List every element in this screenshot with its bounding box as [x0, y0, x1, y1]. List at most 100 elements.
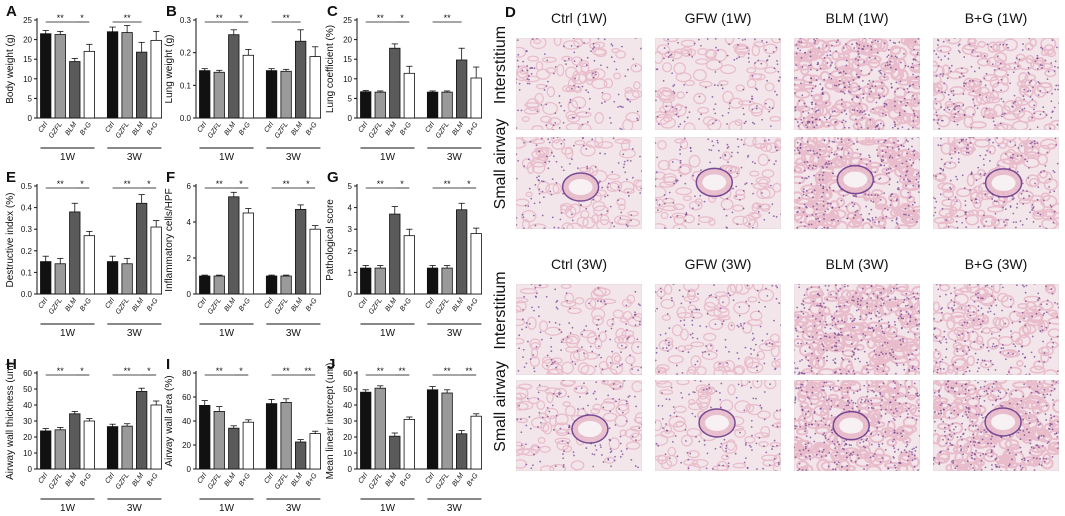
alveolar-wall: [963, 77, 975, 91]
alveolar-wall: [761, 169, 775, 179]
cell-nucleus: [874, 57, 877, 60]
cell-nucleus: [804, 445, 807, 448]
cell-nucleus: [822, 185, 825, 188]
alveolar-wall: [806, 163, 818, 171]
cell-nucleus: [522, 348, 525, 351]
cell-nucleus: [705, 345, 708, 347]
panel-letter: I: [166, 356, 170, 373]
cell-nucleus: [964, 211, 967, 214]
cell-nucleus: [675, 364, 678, 367]
cell-nucleus: [659, 287, 662, 290]
cell-nucleus: [984, 172, 987, 175]
bar: [213, 275, 225, 295]
y-tick-label: 20: [23, 36, 32, 45]
bar: [228, 34, 240, 119]
cell-nucleus: [714, 323, 717, 326]
cell-nucleus: [698, 440, 701, 443]
cell-nucleus: [949, 70, 952, 73]
alveolar-wall: [516, 386, 529, 400]
cell-nucleus: [676, 215, 679, 217]
group-label: 3W: [286, 328, 302, 339]
cell-nucleus: [742, 207, 745, 210]
alveolar-wall: [746, 403, 763, 416]
cell-nucleus: [688, 111, 691, 113]
cell-nucleus: [989, 310, 992, 313]
cell-nucleus: [874, 85, 877, 88]
cell-nucleus: [857, 53, 860, 55]
alveolar-wall: [865, 465, 882, 471]
cell-nucleus: [516, 59, 519, 62]
alveolar-wall: [1024, 151, 1040, 158]
alveolar-wall: [842, 146, 854, 161]
cell-nucleus: [859, 304, 862, 307]
alveolar-wall: [630, 63, 642, 73]
alveolar-wall: [536, 400, 546, 410]
cell-nucleus: [768, 106, 771, 109]
significance-marker: **: [124, 179, 132, 189]
cell-nucleus: [868, 156, 871, 159]
cell-nucleus: [530, 467, 533, 470]
alveolar-wall: [899, 187, 912, 199]
y-tick-label: 20: [23, 433, 32, 442]
alveolar-wall: [594, 112, 604, 124]
cell-nucleus: [1011, 157, 1014, 159]
cell-nucleus: [744, 346, 747, 349]
alveolar-wall: [809, 354, 818, 369]
cell-nucleus: [939, 367, 942, 370]
alveolar-wall: [894, 165, 912, 179]
cell-nucleus: [813, 410, 816, 413]
cell-nucleus: [831, 61, 834, 64]
alveolar-wall: [539, 148, 548, 155]
cell-nucleus: [555, 414, 558, 417]
alveolar-wall: [617, 399, 630, 412]
alveolar-wall: [660, 211, 669, 220]
cell-nucleus: [555, 181, 558, 184]
cell-nucleus: [714, 38, 717, 40]
cell-nucleus: [999, 62, 1002, 65]
alveolar-wall: [849, 81, 860, 93]
bar: [456, 59, 468, 119]
cell-nucleus: [871, 41, 873, 44]
alveolar-wall: [881, 365, 891, 373]
alveolar-wall: [588, 42, 601, 50]
cell-nucleus: [639, 155, 641, 158]
alveolar-wall: [806, 49, 823, 59]
alveolar-wall: [734, 45, 751, 55]
cell-nucleus: [829, 64, 832, 67]
cell-nucleus: [589, 345, 592, 348]
cell-nucleus: [1027, 90, 1029, 93]
cell-nucleus: [905, 104, 907, 107]
cell-nucleus: [869, 118, 872, 121]
alveolar-wall: [606, 318, 615, 328]
cell-nucleus: [887, 295, 889, 298]
cell-nucleus: [847, 370, 850, 373]
cell-nucleus: [719, 446, 722, 448]
cell-nucleus: [1036, 57, 1038, 60]
cell-nucleus: [987, 311, 989, 313]
cell-nucleus: [599, 444, 602, 446]
cell-nucleus: [856, 148, 859, 151]
cell-nucleus: [950, 157, 953, 160]
cell-nucleus: [913, 333, 916, 336]
alveolar-wall: [718, 80, 729, 86]
alveolar-wall: [867, 321, 882, 330]
cell-nucleus: [808, 64, 810, 67]
cell-nucleus: [554, 121, 557, 124]
cell-nucleus: [822, 396, 825, 399]
column-label: Ctrl (1W): [551, 10, 607, 26]
cell-nucleus: [892, 456, 895, 458]
cell-nucleus: [1001, 343, 1004, 346]
cell-nucleus: [848, 454, 851, 457]
cell-nucleus: [709, 161, 712, 164]
cell-nucleus: [979, 154, 982, 157]
cell-nucleus: [913, 201, 916, 204]
cell-nucleus: [807, 410, 810, 413]
cell-nucleus: [883, 73, 886, 76]
cell-nucleus: [1027, 71, 1030, 74]
cell-nucleus: [727, 111, 730, 114]
cell-nucleus: [625, 402, 628, 405]
alveolar-wall: [843, 464, 856, 471]
cell-nucleus: [804, 422, 807, 425]
cell-nucleus: [878, 422, 881, 425]
cell-nucleus: [813, 341, 815, 343]
